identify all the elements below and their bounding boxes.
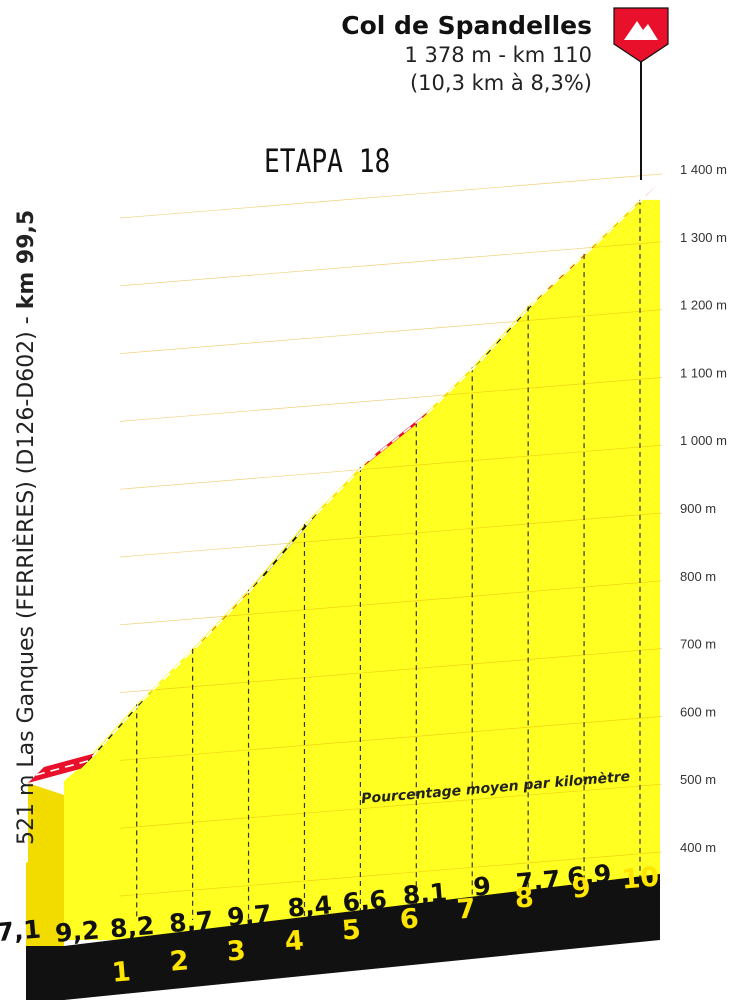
y-tick-label: 400 m	[680, 840, 716, 855]
profile-area	[64, 199, 660, 940]
km-marker-label: 3	[226, 935, 247, 967]
gridline	[119, 309, 663, 354]
summit-flag-icon	[613, 7, 669, 180]
y-tick-label: 1 300 m	[680, 230, 727, 245]
km-marker-label: 1	[111, 956, 132, 988]
gridline	[119, 377, 663, 422]
y-tick-label: 1 200 m	[680, 298, 727, 313]
summit-length-gradient: (10,3 km à 8,3%)	[410, 71, 592, 95]
gridline	[119, 512, 663, 558]
km-marker-label: 9	[571, 872, 592, 904]
y-tick-label: 600 m	[680, 704, 716, 719]
road-segment	[28, 752, 97, 783]
km-marker-label: 7	[456, 893, 477, 925]
gridline-layer	[119, 173, 663, 920]
km-marker-label: 8	[514, 882, 535, 914]
y-tick-label: 1 000 m	[680, 433, 727, 448]
y-axis: 400 m 500 m 600 m 700 m 800 m 900 m 1 000 m 1 1…	[680, 162, 727, 855]
gradient-label: 8,1	[402, 878, 449, 911]
gradient-label: 9,2	[54, 915, 101, 948]
gradient-label: 7,7	[515, 865, 562, 898]
gradient-label: 9,7	[226, 899, 273, 932]
y-tick-label: 1 100 m	[680, 365, 727, 380]
gridline	[119, 173, 663, 219]
start-point-km: km 99,5	[14, 210, 39, 310]
km-marker-label: 2	[169, 945, 190, 977]
y-tick-label: 700 m	[680, 637, 716, 652]
y-tick-label: 900 m	[680, 501, 716, 516]
profile-layer	[28, 199, 660, 940]
gradient-label: 6,6	[341, 885, 388, 918]
gridline	[119, 444, 663, 490]
gradient-label: 7,1	[0, 914, 42, 947]
gridline	[119, 783, 663, 829]
gridline	[119, 580, 663, 626]
profile-front-face	[26, 862, 64, 946]
road-layer	[28, 185, 656, 783]
gradient-labels: 7,1 9,2 8,2 8,7 9,7 8,4 6,6 8,1 9 7,7 6,9	[0, 859, 612, 948]
gridline	[119, 716, 663, 761]
gradient-label: 8,7	[168, 906, 215, 939]
gradient-label: 8,4	[286, 890, 333, 923]
y-tick-label: 1 400 m	[680, 162, 727, 177]
y-tick-label: 500 m	[680, 772, 716, 787]
km-marker-label: 4	[284, 925, 305, 957]
gradient-label: 8,2	[109, 911, 156, 944]
gridline	[119, 851, 663, 897]
km-markers: 1 2 3 4 5 6 7 8 9 10	[111, 862, 661, 989]
summit-elevation-km: 1 378 m - km 110	[404, 43, 592, 67]
road-centre-line	[35, 193, 649, 776]
gridline	[119, 241, 663, 287]
start-point-label: 521 m Las Ganques (FERRIÈRES) (D126-D602…	[13, 210, 39, 845]
base-layer	[26, 862, 660, 1000]
summit-name: Col de Spandelles	[341, 11, 592, 40]
gradient-label: 6,9	[566, 859, 613, 892]
km-marker-label: 10	[620, 862, 660, 896]
gridline	[119, 648, 663, 693]
km-marker-label: 5	[341, 914, 362, 946]
profile-base	[26, 874, 660, 1000]
y-tick-label: 800 m	[680, 569, 716, 584]
chart-title: ETAPA 18	[264, 142, 390, 179]
km-marker-label: 6	[399, 903, 420, 935]
gradient-label: 9	[472, 871, 492, 901]
start-point-label-text: 521 m Las Ganques (FERRIÈRES) (D126-D602…	[13, 309, 39, 845]
